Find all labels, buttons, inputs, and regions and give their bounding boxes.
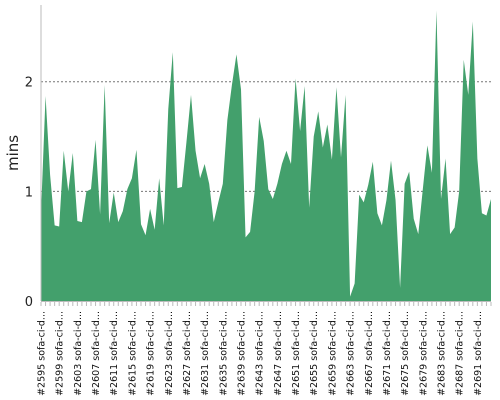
x-tick-label: #2643 sofa-ci-d... — [255, 311, 266, 396]
x-tick-label: #2611 sofa-ci-d... — [109, 311, 120, 396]
x-tick-label: #2659 sofa-ci-d... — [327, 311, 338, 396]
series-area — [41, 10, 491, 301]
x-tick-label: #2619 sofa-ci-d... — [146, 311, 157, 396]
x-tick-label: #2655 sofa-ci-d... — [309, 311, 320, 396]
y-tick-label: 2 — [25, 76, 33, 91]
x-tick-label: #2631 sofa-ci-d... — [200, 311, 211, 396]
x-tick-label: #2691 sofa-ci-d... — [473, 311, 484, 396]
x-tick-label: #2671 sofa-ci-d... — [382, 311, 393, 396]
x-tick-label: #2651 sofa-ci-d... — [291, 311, 302, 396]
axes — [40, 5, 492, 306]
x-tick-label: #2679 sofa-ci-d... — [418, 311, 429, 396]
x-tick-label: #2639 sofa-ci-d... — [237, 311, 248, 396]
x-tick-label: #2683 sofa-ci-d... — [437, 311, 448, 396]
x-tick-label: #2663 sofa-ci-d... — [346, 311, 357, 396]
x-tick-label: #2607 sofa-ci-d... — [91, 311, 102, 396]
x-tick-label: #2599 sofa-ci-d... — [55, 311, 66, 396]
series-area-path — [41, 10, 491, 301]
x-tick-label: #2635 sofa-ci-d... — [218, 311, 229, 396]
x-tick-label: #2667 sofa-ci-d... — [364, 311, 375, 396]
x-tick-label: #2595 sofa-ci-d... — [37, 311, 48, 396]
y-axis-title: mins — [4, 135, 22, 171]
x-tick-label: #2603 sofa-ci-d... — [73, 311, 84, 396]
x-tick-label: #2687 sofa-ci-d... — [455, 311, 466, 396]
x-tick-label: #2647 sofa-ci-d... — [273, 311, 284, 396]
x-tick-label: #2675 sofa-ci-d... — [400, 311, 411, 396]
x-tick-label: #2623 sofa-ci-d... — [164, 311, 175, 396]
x-tick-labels: #2595 sofa-ci-d... #2599 sofa-ci-d... #260… — [37, 311, 484, 396]
y-tick-labels: 0 1 2 — [25, 76, 33, 310]
y-tick-label: 0 — [25, 295, 33, 310]
x-tick-label: #2627 sofa-ci-d... — [182, 311, 193, 396]
y-tick-label: 1 — [25, 185, 33, 200]
x-tick-label: #2615 sofa-ci-d... — [127, 311, 138, 396]
